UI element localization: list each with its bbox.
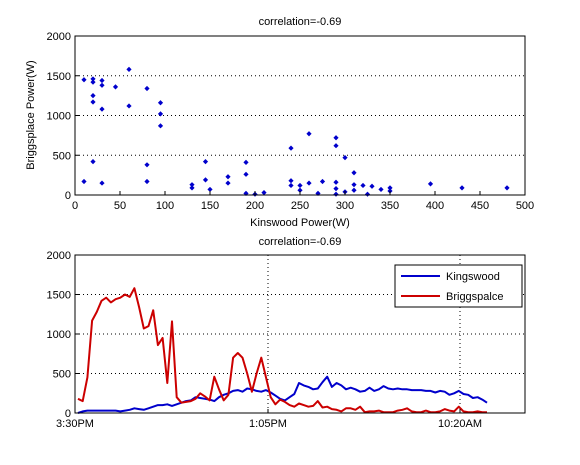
x-tick-label: 300	[336, 200, 354, 212]
scatter-point	[297, 182, 303, 189]
x-tick-label: 50	[114, 200, 126, 212]
x-tick-label: 400	[426, 200, 444, 212]
y-tick-label: 1000	[47, 111, 71, 123]
scatter-title: correlation=-0.69	[259, 16, 342, 28]
scatter-point	[99, 82, 105, 88]
scatter-point	[90, 159, 96, 165]
scatter-point	[351, 182, 357, 188]
x-tick-label: 150	[201, 200, 219, 212]
scatter-point	[333, 186, 339, 192]
scatter-point	[387, 185, 393, 191]
scatter-point	[459, 185, 465, 191]
scatter-point	[364, 191, 371, 197]
scatter-point	[333, 191, 339, 197]
y-tick-label: 2000	[47, 31, 71, 43]
scatter-point	[99, 180, 105, 186]
x-tick-label: 350	[381, 200, 399, 212]
x-tick-label: 3:30PM	[56, 418, 94, 430]
x-tick-label: 10:20AM	[438, 418, 482, 430]
y-tick-label: 2000	[47, 250, 71, 262]
x-tick-label: 500	[516, 200, 534, 212]
scatter-point	[225, 174, 231, 180]
x-tick-label: 0	[72, 200, 78, 212]
scatter-point	[157, 100, 164, 106]
scatter-point	[306, 180, 312, 186]
x-tick-label: 250	[291, 200, 309, 212]
series-line-briggspalce	[77, 287, 487, 414]
scatter-point	[261, 190, 267, 196]
legend-label-briggspalce: Briggspalce	[446, 291, 503, 303]
scatter-point	[99, 77, 105, 84]
scatter-point	[378, 186, 384, 193]
scatter-plot: 0 500 1000 1500 2000 0 50 100 150 200 250 300 350 400…	[25, 16, 534, 229]
y-tick-label: 500	[53, 150, 71, 162]
x-tick-label: 100	[156, 200, 174, 212]
scatter-point	[243, 159, 249, 166]
scatter-point	[81, 178, 87, 185]
scatter-point	[202, 177, 209, 183]
scatter-point	[504, 185, 510, 191]
x-tick-label: 200	[246, 200, 264, 212]
y-tick-label: 1000	[47, 329, 71, 341]
line-plot: 0 500 1000 1500 2000 3:30PM 1:05PM 10:20AM corr…	[47, 236, 526, 430]
scatter-point	[144, 85, 150, 92]
scatter-point	[144, 178, 150, 185]
legend-box	[394, 264, 523, 308]
scatter-point	[297, 187, 303, 193]
scatter-point	[157, 111, 164, 117]
y-tick-label: 500	[53, 369, 71, 381]
scatter-point	[333, 179, 339, 185]
scatter-point	[243, 171, 249, 177]
scatter-point	[288, 178, 294, 184]
scatter-point	[427, 181, 434, 187]
scatter-x-axis-label: Kinswood Power(W)	[250, 217, 350, 229]
y-tick-label: 0	[65, 190, 71, 202]
scatter-point	[112, 84, 119, 90]
y-tick-label: 0	[65, 408, 71, 420]
scatter-point	[90, 93, 96, 99]
y-tick-label: 1500	[47, 290, 71, 302]
scatter-point	[81, 77, 87, 83]
x-tick-label: 450	[471, 200, 489, 212]
scatter-point	[202, 159, 209, 165]
scatter-point	[306, 131, 312, 137]
scatter-y-axis-label: Briggsplace Power(W)	[25, 60, 37, 169]
scatter-point	[207, 186, 213, 193]
scatter-point	[369, 183, 375, 189]
scatter-point	[126, 103, 132, 109]
scatter-point	[333, 135, 339, 141]
x-tick-label: 1:05PM	[249, 418, 287, 430]
scatter-point	[288, 145, 294, 151]
scatter-point	[126, 66, 132, 72]
scatter-point	[288, 182, 294, 189]
scatter-point	[319, 178, 326, 185]
legend: Kingswood Briggspalce	[394, 264, 523, 308]
legend-label-kingswood: Kingswood	[446, 271, 500, 283]
scatter-point	[157, 123, 164, 129]
scatter-point	[189, 182, 195, 188]
scatter-point	[351, 170, 357, 176]
scatter-point	[189, 185, 195, 191]
scatter-point	[90, 79, 96, 85]
y-tick-label: 1500	[47, 71, 71, 83]
scatter-point	[144, 162, 150, 168]
line-title: correlation=-0.69	[259, 236, 342, 248]
scatter-point	[90, 76, 96, 82]
scatter-point	[342, 155, 348, 161]
scatter-point	[351, 187, 357, 193]
scatter-point	[90, 99, 96, 105]
scatter-point	[360, 182, 366, 189]
scatter-point	[225, 180, 231, 186]
scatter-point	[99, 106, 105, 112]
scatter-point	[333, 143, 339, 149]
series-line-kingswood	[77, 375, 488, 414]
